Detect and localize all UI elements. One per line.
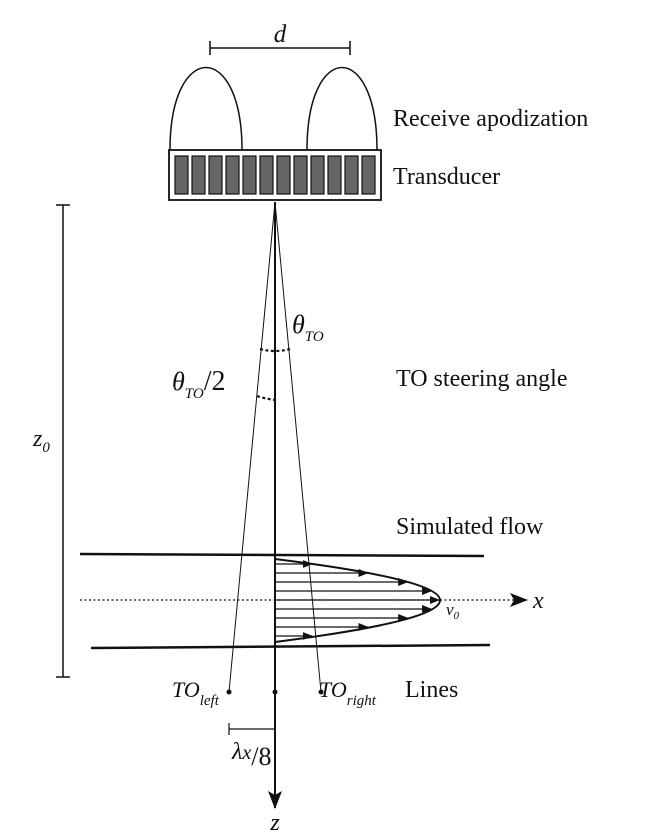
lambda-x-label: λx/8 bbox=[231, 739, 272, 771]
transducer-element bbox=[225, 155, 240, 195]
aperture-label: d bbox=[274, 21, 287, 48]
transducer-element bbox=[310, 155, 325, 195]
parabolic-profile-curve bbox=[274, 558, 441, 643]
transducer-element bbox=[191, 155, 206, 195]
transducer bbox=[168, 149, 382, 201]
transducer-element bbox=[276, 155, 291, 195]
v0-label: v0 bbox=[446, 600, 460, 622]
receive-apodization-curves bbox=[169, 66, 378, 151]
to-steering-angle-label: TO steering angle bbox=[396, 366, 568, 392]
transducer-element bbox=[259, 155, 274, 195]
theta-half-arc bbox=[256, 394, 276, 402]
line-markers bbox=[226, 689, 324, 695]
to-beam-lines bbox=[228, 201, 322, 693]
z-axis-label: z bbox=[269, 810, 280, 830]
theta-to-arc bbox=[259, 347, 291, 353]
transducer-label: Transducer bbox=[393, 164, 500, 190]
to-left-line bbox=[228, 201, 276, 693]
transducer-element bbox=[174, 155, 189, 195]
to-left-label: TOleft bbox=[172, 677, 220, 709]
simulated-flow-label: Simulated flow bbox=[396, 514, 544, 540]
velocity-profile bbox=[274, 558, 441, 643]
to-right-point bbox=[318, 689, 324, 695]
lateral-spacing-dimension bbox=[228, 723, 275, 735]
transducer-element bbox=[361, 155, 376, 195]
center-point bbox=[272, 689, 278, 695]
theta-to-label: θTO bbox=[292, 310, 324, 345]
depth-z0-label: z0 bbox=[32, 426, 50, 456]
angle-arcs bbox=[256, 347, 291, 402]
receive-apodization-label: Receive apodization bbox=[393, 106, 588, 132]
transducer-element bbox=[208, 155, 223, 195]
transducer-elements bbox=[174, 155, 376, 195]
aperture-dimension: d bbox=[209, 21, 351, 55]
to-right-line bbox=[274, 201, 322, 693]
vessel-bottom-wall bbox=[90, 643, 491, 650]
transducer-element bbox=[242, 155, 257, 195]
x-axis-label: x bbox=[532, 588, 544, 614]
lines-label: Lines bbox=[405, 677, 458, 703]
transducer-element bbox=[344, 155, 359, 195]
to-left-point bbox=[226, 689, 232, 695]
vessel bbox=[79, 552, 528, 650]
vessel-top-wall bbox=[79, 552, 485, 558]
to-right-label: TOright bbox=[319, 677, 377, 709]
theta-half-label: θTO/2 bbox=[172, 366, 225, 402]
transducer-element bbox=[327, 155, 342, 195]
depth-z0-bracket bbox=[56, 204, 70, 678]
transducer-element bbox=[293, 155, 308, 195]
